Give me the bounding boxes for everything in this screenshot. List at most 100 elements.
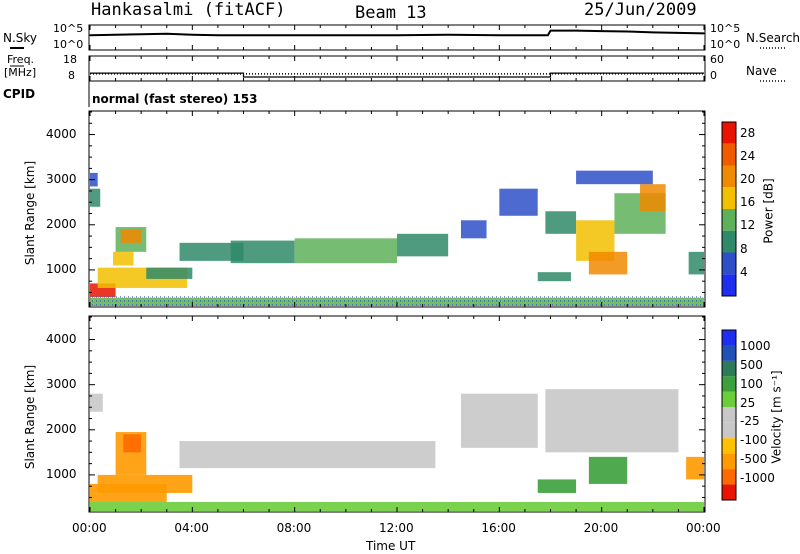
velocity-colorbar-swatch <box>722 484 736 500</box>
x-tick-label: 00:00 <box>72 521 107 535</box>
velocity-colorbar-tick: -500 <box>740 452 768 467</box>
power-cell <box>90 188 101 207</box>
nsky-point <box>549 29 552 32</box>
nsky-point <box>217 34 219 36</box>
power-colorbar-tick: 28 <box>740 125 756 140</box>
power-colorbar-swatch <box>722 252 736 275</box>
power-cell <box>230 240 295 264</box>
power-colorbar-tick: 4 <box>740 264 748 279</box>
power-colorbar-swatch <box>722 122 736 144</box>
velocity-colorbar-swatch <box>722 438 736 454</box>
power-cell <box>120 229 142 243</box>
nsearch-tick-high: 10^5 <box>710 22 741 35</box>
power-colorbar-label: Power [dB] <box>761 178 776 244</box>
velocity-colorbar-swatch <box>722 407 736 423</box>
velocity-colorbar-tick: 1000 <box>740 338 771 353</box>
nsky-point <box>165 33 168 35</box>
nsky-point <box>293 34 296 36</box>
y-tick-label: 3000 <box>46 171 77 186</box>
y-tick-label: 4000 <box>46 126 77 141</box>
velocity-heatmap <box>90 389 704 511</box>
y-tick-label: 1000 <box>46 466 77 481</box>
freq-label-line1: Freq. <box>7 53 35 66</box>
velocity-cell <box>97 474 193 493</box>
velocity-colorbar-tick: -25 <box>740 414 760 429</box>
velocity-cell <box>123 434 142 453</box>
x-tick-label: 08:00 <box>276 521 312 535</box>
power-cell <box>537 272 571 282</box>
velocity-colorbar-swatch <box>722 469 736 485</box>
x-tick-label: 20:00 <box>583 521 619 535</box>
velocity-colorbar-label: Velocity [m s⁻¹] <box>769 370 784 464</box>
cpid-label: CPID <box>3 87 36 101</box>
power-colorbar-swatch <box>722 230 736 253</box>
power-colorbar-swatch <box>722 274 736 296</box>
nave-label: Nave <box>746 64 777 78</box>
power-cell <box>640 184 666 212</box>
station-title: Hankasalmi (fitACF) <box>91 0 286 20</box>
y-tick-label: 4000 <box>46 331 77 346</box>
velocity-colorbar-swatch <box>722 345 736 361</box>
velocity-colorbar-swatch <box>722 360 736 377</box>
nsky-tick-low: 10^0 <box>53 38 84 51</box>
power-colorbar-tick: 20 <box>740 172 756 186</box>
nsearch-tick-low: 10^0 <box>710 38 741 51</box>
power-colorbar-tick: 16 <box>740 195 756 210</box>
velocity-cell <box>460 393 538 448</box>
x-tick-label: 16:00 <box>481 521 516 535</box>
y-tick-label: 1000 <box>46 261 77 276</box>
power-cell <box>179 242 244 261</box>
velocity-cell <box>588 456 628 484</box>
power-cell <box>397 233 449 257</box>
power-cell <box>576 170 653 185</box>
power-noise-band <box>90 296 704 306</box>
power-colorbar-swatch <box>722 165 736 188</box>
nsky-point <box>191 33 194 36</box>
y-tick-label: 3000 <box>46 376 77 391</box>
velocity-colorbar-swatch <box>722 330 736 346</box>
velocity-cell <box>545 389 679 453</box>
nave-tick-high: 60 <box>710 53 724 66</box>
velocity-cell <box>179 441 436 469</box>
date-title: 25/Jun/2009 <box>584 0 697 20</box>
power-colorbar <box>721 121 737 297</box>
nsky-series <box>89 29 705 37</box>
nsky-point <box>140 33 142 36</box>
power-ylabel: Slant Range [km] <box>23 160 38 266</box>
power-colorbar-tick: 12 <box>740 218 756 233</box>
nsky-point <box>677 32 680 34</box>
velocity-colorbar-tick: -1000 <box>740 471 775 486</box>
velocity-cell <box>90 501 704 511</box>
power-cell <box>294 238 397 264</box>
nsky-line <box>89 29 705 37</box>
freq-tick-low: 8 <box>68 69 75 82</box>
power-colorbar-swatch <box>722 209 736 231</box>
power-cell <box>113 251 134 266</box>
nsky-point <box>114 33 117 36</box>
nsky-point <box>626 30 629 33</box>
velocity-colorbar-tick: 25 <box>740 395 756 410</box>
axes <box>89 25 705 512</box>
velocity-cell <box>537 479 577 493</box>
nsky-tick-high: 10^5 <box>53 22 84 35</box>
power-cell <box>688 251 704 275</box>
velocity-ylabel: Slant Range [km] <box>23 364 38 470</box>
nsky-point <box>447 33 449 36</box>
velocity-colorbar <box>721 329 737 501</box>
power-heatmap <box>90 170 704 306</box>
y-tick-label: 2000 <box>46 216 77 231</box>
nsky-label: N.Sky <box>3 31 38 45</box>
nsky-point <box>89 34 91 36</box>
nsky-point <box>242 34 245 36</box>
velocity-colorbar-swatch <box>722 453 736 470</box>
velocity-colorbar-tick: -100 <box>740 433 768 448</box>
power-cell <box>499 188 538 216</box>
power-cell <box>146 267 193 279</box>
velocity-colorbar-tick: 500 <box>740 357 763 372</box>
x-tick-label: 04:00 <box>174 521 209 535</box>
nsky-point <box>345 34 347 36</box>
power-cell <box>545 211 577 234</box>
nsky-point <box>600 30 603 32</box>
power-colorbar-swatch <box>722 143 736 166</box>
